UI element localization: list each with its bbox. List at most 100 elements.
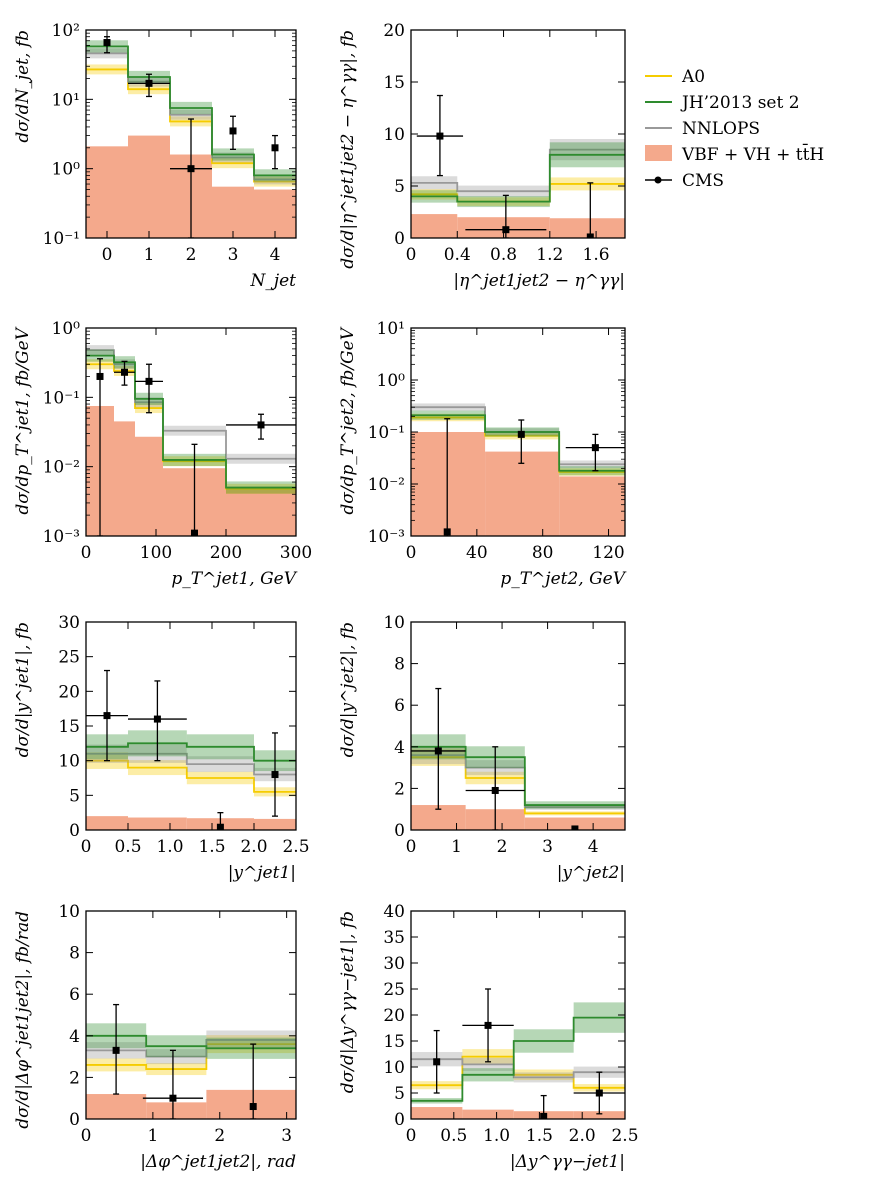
x-tick-label: 2 (186, 245, 197, 265)
x-axis-label: |Δφ^jet1jet2|, rad (140, 1152, 296, 1172)
x-tick-label: 0 (81, 837, 92, 857)
y-tick-label: 10 (383, 1058, 405, 1078)
y-tick-label: 10¹ (377, 319, 405, 339)
bkg-bar (254, 818, 296, 830)
y-axis-label: dσ/d|y^jet2|, fb (338, 622, 358, 757)
plot-area (411, 988, 625, 1119)
cms-point (540, 1112, 548, 1119)
legend-item-cms: CMS (645, 171, 724, 191)
y-tick-label: 10 (383, 125, 405, 145)
bkg-bar (411, 432, 486, 536)
jh-line (411, 153, 625, 203)
y-tick-label: 0 (394, 229, 405, 249)
panel-5: 0 0.5 1.0 1.5 2.0 2.5 0 5 10 15 20 25 30 |y^jet1| dσ/d… (13, 613, 310, 883)
cms-point (571, 825, 579, 830)
axes-frame (410, 621, 626, 831)
x-tick-label: 0 (406, 1126, 417, 1146)
legend-label-a0: A0 (681, 67, 705, 87)
bkg-bar (86, 1094, 147, 1119)
x-tick-label: 200 (210, 543, 242, 563)
panel-3: 0 100 200 300 10⁻³ 10⁻² 10⁻¹ 10⁰ p_T^jet1, GeV dσ… (13, 319, 312, 589)
cms-point (96, 372, 104, 380)
axes-frame (85, 621, 297, 831)
y-tick-label: 8 (394, 655, 405, 675)
x-tick-label: 1 (147, 1126, 158, 1146)
bkg-bar (254, 189, 296, 238)
y-tick-label: 40 (383, 902, 405, 922)
legend-label-cms: CMS (682, 171, 724, 191)
legend-item-nnlops: NNLOPS (645, 119, 760, 139)
x-axis-label: p_T^jet1, GeV (171, 569, 297, 589)
x-tick-label: 2 (214, 1126, 225, 1146)
x-tick-label: 1.6 (583, 245, 610, 265)
nnlops-line (411, 148, 625, 193)
cms-point (153, 715, 161, 723)
plot-area (86, 1003, 296, 1119)
x-tick-label: 0 (81, 543, 92, 563)
cms-point (271, 144, 279, 152)
y-axis-label: dσ/d|Δy^γγ−jet1|, fb (338, 911, 358, 1093)
y-tick-label: 5 (69, 786, 80, 806)
y-tick-label: 10⁻¹ (368, 423, 405, 443)
y-axis-label: dσ/dp_T^jet2, fb/GeV (338, 326, 358, 514)
y-tick-label: 10⁻¹ (43, 388, 80, 408)
x-tick-label: 0 (406, 837, 417, 857)
bkg-bar (128, 135, 170, 238)
panel-2: 0 0.4 0.8 1.2 1.6 0 5 10 15 20 |η^jet1jet2 − η^γγ|… (338, 21, 626, 291)
legend-item-jh: JH’2013 set 2 (645, 93, 800, 113)
y-tick-label: 20 (383, 1006, 405, 1026)
panel-8: 0 0.5 1.0 1.5 2.0 2.5 0 5 10 15 20 25 30 35 40 |Δy^γγ−j… (338, 902, 639, 1172)
y-tick-label: 0 (394, 821, 405, 841)
x-axis-label: |Δy^γγ−jet1| (510, 1152, 625, 1172)
x-tick-label: 1 (144, 245, 155, 265)
x-tick-label: 1.5 (526, 1126, 553, 1146)
x-tick-label: 0.8 (490, 245, 517, 265)
x-tick-label: 0 (102, 245, 113, 265)
y-tick-label: 0 (394, 1110, 405, 1130)
x-tick-label: 1.2 (536, 245, 563, 265)
y-tick-label: 15 (383, 1032, 405, 1052)
plot-area (86, 36, 296, 238)
cms-point (271, 771, 279, 779)
cms-point (103, 39, 111, 47)
y-tick-label: 6 (69, 985, 80, 1005)
cms-point (249, 1103, 257, 1111)
cms-point (257, 421, 265, 429)
cms-point (502, 226, 510, 234)
y-axis-label: dσ/d|y^jet1|, fb (13, 622, 33, 757)
x-tick-label: 0.5 (114, 837, 141, 857)
cms-point (121, 368, 128, 376)
cms-point (229, 127, 237, 135)
panels: 0 1 2 3 4 10⁻¹ 10⁰ 10¹ 10² N_jet dσ/dN_jet, fb 0 0.4… (13, 21, 639, 1172)
y-tick-label: 2 (394, 779, 405, 799)
y-tick-label: 25 (383, 980, 405, 1000)
nnlops-line (86, 752, 296, 776)
cms-point (436, 132, 444, 140)
plot-area (411, 687, 625, 830)
nnlops-line (86, 1039, 296, 1058)
y-tick-label: 30 (383, 954, 405, 974)
y-tick-label: 10⁰ (52, 160, 81, 180)
legend-label-bkg: VBF + VH + tt̄H (681, 142, 824, 165)
x-tick-label: 120 (592, 543, 624, 563)
y-tick-label: 5 (394, 1084, 405, 1104)
x-tick-label: 3 (281, 1126, 292, 1146)
x-axis-label: |y^jet1| (228, 863, 296, 883)
cms-point (484, 1021, 492, 1029)
y-tick-label: 5 (394, 177, 405, 197)
bkg-bar (114, 421, 135, 536)
y-tick-label: 10 (383, 613, 405, 633)
y-tick-label: 10⁰ (377, 371, 406, 391)
y-tick-label: 10 (58, 752, 80, 772)
bkg-bar (549, 218, 625, 238)
bkg-bar (411, 1107, 463, 1119)
y-tick-label: 4 (394, 738, 405, 758)
cms-point (443, 528, 451, 536)
cms-point (216, 823, 224, 830)
y-tick-label: 0 (69, 821, 80, 841)
x-tick-label: 1.5 (198, 837, 225, 857)
x-tick-label: 2.5 (611, 1126, 638, 1146)
y-tick-label: 4 (69, 1027, 80, 1047)
x-axis-label: |y^jet2| (557, 863, 625, 883)
panel-4: 0 40 80 120 10⁻³ 10⁻² 10⁻¹ 10⁰ 10¹ p_T^jet2, GeV d… (338, 319, 627, 589)
